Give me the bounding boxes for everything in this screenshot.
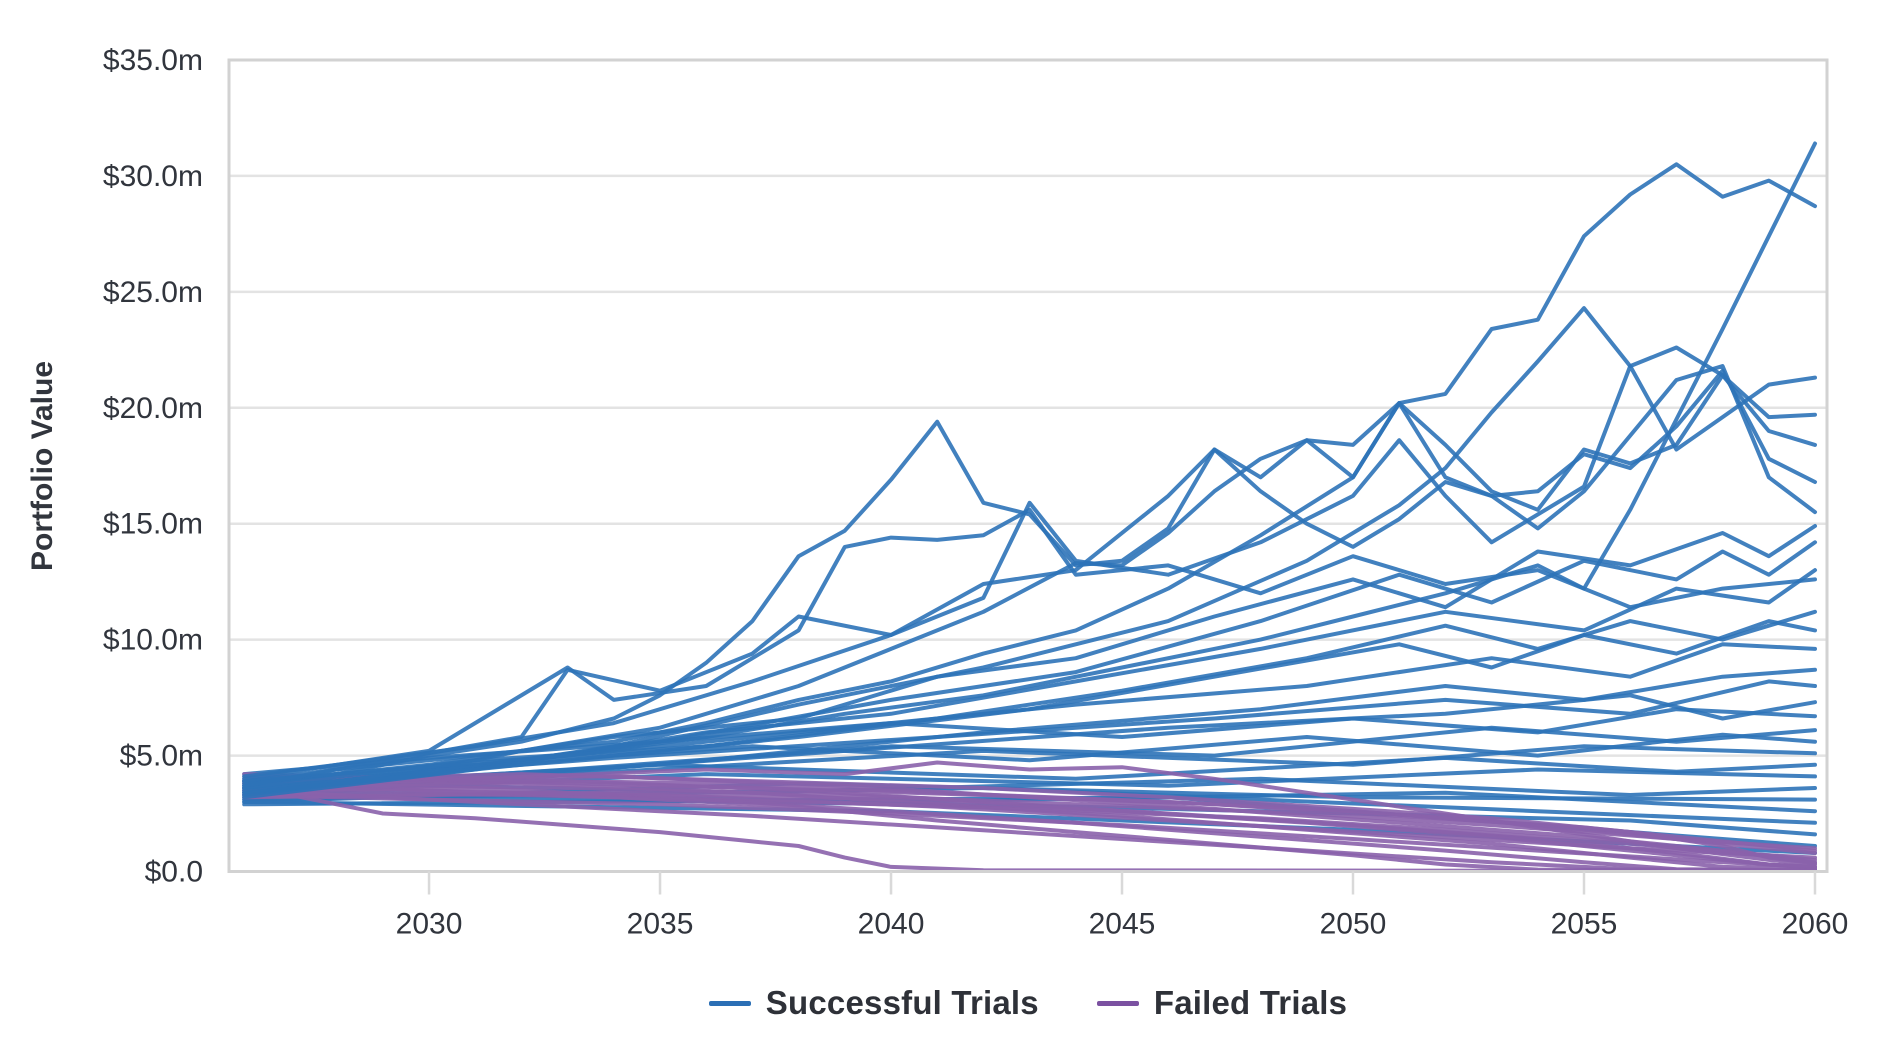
x-tick-label: 2050 xyxy=(1320,908,1387,941)
x-tick-label: 2060 xyxy=(1782,908,1849,941)
grid-layer xyxy=(229,174,1827,757)
chart-legend: Successful Trials Failed Trials xyxy=(229,984,1827,1022)
x-tick-label: 2035 xyxy=(627,908,694,941)
legend-label-failed: Failed Trials xyxy=(1153,984,1348,1021)
y-tick-label: $35.0m xyxy=(103,44,203,77)
trial-line-failed xyxy=(242,790,1817,873)
series-layer xyxy=(242,141,1817,873)
legend-swatch-successful-icon xyxy=(708,1000,751,1006)
trial-line-failed xyxy=(242,788,1817,873)
y-tick-label: $25.0m xyxy=(103,276,203,309)
trial-line-successful xyxy=(242,524,1817,786)
trial-line-successful xyxy=(242,364,1817,779)
y-tick-label: $20.0m xyxy=(103,392,203,425)
y-tick-label: $0.0 xyxy=(145,856,203,889)
trial-line-successful xyxy=(242,642,1817,784)
y-tick-label: $30.0m xyxy=(103,160,203,193)
x-tick-label: 2055 xyxy=(1551,908,1618,941)
trial-line-failed xyxy=(242,786,1817,860)
x-tick-label: 2030 xyxy=(396,908,463,941)
x-tick-label: 2045 xyxy=(1089,908,1156,941)
trial-line-successful xyxy=(242,162,1817,784)
y-tick-label: $5.0m xyxy=(120,740,203,773)
axis-layer: 2030 2035 2040 2045 2050 2055 2060 $0.0 $5.0m $10… xyxy=(103,44,1848,941)
y-tick-label: $10.0m xyxy=(103,624,203,657)
trial-line-successful xyxy=(242,507,1817,781)
trial-line-successful xyxy=(242,755,1817,790)
trial-line-successful xyxy=(242,679,1817,788)
legend-item-failed-trials[interactable]: Failed Trials xyxy=(1096,984,1348,1022)
plot-border xyxy=(227,58,1829,873)
legend-label-successful: Successful Trials xyxy=(765,984,1039,1021)
x-tick-label: 2040 xyxy=(858,908,925,941)
trial-line-failed xyxy=(242,793,1817,869)
y-tick-label: $15.0m xyxy=(103,508,203,541)
trial-line-successful xyxy=(242,373,1817,795)
trial-line-successful xyxy=(242,619,1817,795)
y-axis-title: Portfolio Value xyxy=(26,361,59,571)
trial-line-successful xyxy=(242,306,1817,797)
legend-swatch-failed-icon xyxy=(1096,1000,1139,1006)
trial-line-successful xyxy=(242,364,1817,788)
trial-line-failed xyxy=(242,772,1817,866)
legend-item-successful-trials[interactable]: Successful Trials xyxy=(708,984,1039,1022)
